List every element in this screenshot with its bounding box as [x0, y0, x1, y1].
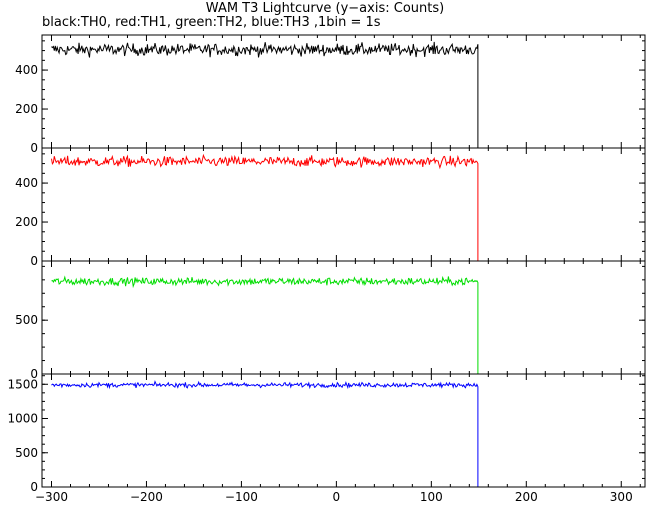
- panel-frame-th2: [41, 260, 646, 375]
- x-tick-label: 300: [610, 490, 633, 504]
- x-tick-label: −200: [130, 490, 163, 504]
- chart-title: WAM T3 Lightcurve (y−axis: Counts): [205, 1, 445, 16]
- y-tick-label: 0: [30, 254, 38, 268]
- series-line-th0: [51, 41, 645, 149]
- y-tick-label: 500: [15, 313, 38, 327]
- y-tick-label: 500: [15, 446, 38, 460]
- y-tick-label: 0: [30, 367, 38, 381]
- y-tick-label: 200: [15, 215, 38, 229]
- x-tick-label: −100: [225, 490, 258, 504]
- series-line-th1: [51, 153, 645, 262]
- panel-frame-th3: [41, 373, 646, 488]
- series-line-th2: [51, 275, 645, 375]
- y-tick-label: 1500: [7, 377, 38, 391]
- y-tick-label: 200: [15, 102, 38, 116]
- x-tick-label: 200: [515, 490, 538, 504]
- y-tick-label: 400: [15, 63, 38, 77]
- x-tick-label: 100: [420, 490, 443, 504]
- y-tick-label: 0: [30, 141, 38, 155]
- chart-subtitle: black:TH0, red:TH1, green:TH2, blue:TH3 …: [42, 15, 381, 30]
- y-tick-label: 1000: [7, 412, 38, 426]
- x-tick-label: 0: [333, 490, 341, 504]
- panel-frame-th1: [41, 147, 646, 262]
- series-line-th3: [51, 380, 645, 488]
- y-tick-label: 0: [30, 480, 38, 494]
- y-tick-label: 400: [15, 176, 38, 190]
- x-tick-label: −300: [35, 490, 68, 504]
